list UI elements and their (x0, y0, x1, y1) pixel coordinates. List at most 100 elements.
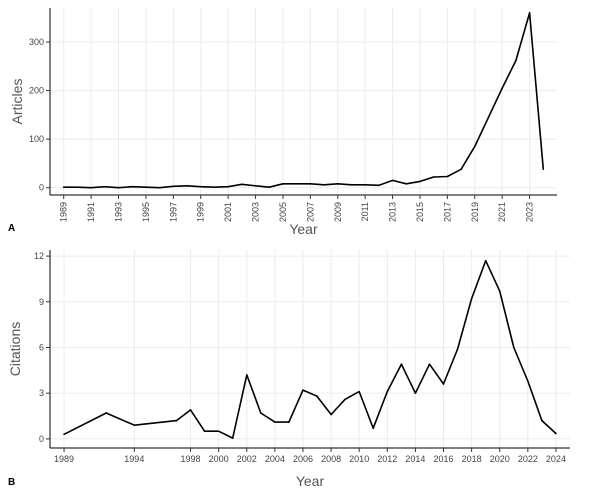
x-tick-label: 2011 (360, 202, 370, 221)
data-point (316, 395, 318, 398)
data-point (309, 183, 312, 185)
data-point (199, 185, 202, 188)
data-point (175, 419, 178, 422)
data-point (528, 12, 531, 14)
data-point (227, 185, 229, 188)
x-tick-label: 2008 (321, 454, 341, 464)
y-tick-label: 9 (39, 297, 44, 307)
data-point (213, 186, 216, 189)
x-tick-label: 2012 (377, 454, 397, 464)
x-tick-label: 2014 (405, 454, 425, 464)
x-tick-label: 1997 (168, 202, 178, 222)
x-tick-label: 2019 (470, 202, 480, 222)
data-point (372, 427, 375, 430)
data-point (470, 297, 473, 300)
data-point (391, 179, 394, 182)
x-tick-label: 2023 (525, 202, 535, 222)
data-point (460, 168, 462, 171)
x-tick-label: 1998 (181, 454, 201, 464)
x-tick-label: 1999 (196, 202, 206, 222)
x-tick-label: 2017 (442, 202, 452, 222)
y-tick-label: 300 (29, 37, 44, 47)
x-tick-label: 2003 (251, 202, 261, 222)
data-point (117, 186, 120, 189)
x-tick-label: 1989 (59, 202, 69, 222)
x-tick-label: 1993 (114, 202, 124, 222)
data-point (555, 432, 557, 435)
data-point (428, 363, 431, 366)
x-tick-label: 2010 (349, 454, 369, 464)
x-tick-label: 2020 (490, 454, 510, 464)
data-point (62, 186, 65, 189)
data-point (76, 186, 79, 189)
panel-label: A (8, 223, 15, 234)
data-point (189, 409, 192, 411)
data-point (186, 184, 188, 187)
data-point (446, 175, 449, 178)
data-point (378, 184, 380, 187)
data-point (473, 145, 476, 148)
panel-label: B (8, 477, 15, 488)
y-axis-title: Citations (7, 322, 23, 376)
x-axis-title: Year (296, 473, 325, 489)
data-point (358, 390, 360, 393)
y-tick-label: 0 (39, 183, 44, 193)
data-point (172, 185, 175, 188)
data-point (442, 383, 445, 385)
data-point (386, 390, 389, 393)
data-point (133, 424, 136, 426)
x-tick-label: 2018 (462, 454, 482, 464)
series-line-1 (63, 12, 545, 189)
x-tick-label: 2000 (209, 454, 229, 464)
x-tick-label: 2004 (265, 454, 285, 464)
data-point (330, 413, 332, 416)
y-axis-title: Articles (9, 79, 25, 125)
data-point (90, 186, 92, 189)
x-axis-title: Year (289, 221, 318, 237)
chart-panel-b: 1989 1994 1998 2000 2002 2004 2006 2008 2010 2012… (7, 250, 570, 489)
data-point (105, 412, 108, 414)
y-tick-label: 12 (34, 251, 44, 261)
x-tick-label: 2006 (293, 454, 313, 464)
data-point (241, 183, 243, 186)
data-point (254, 184, 257, 187)
y-tick-label: 100 (29, 134, 44, 144)
data-point (350, 184, 353, 186)
x-tick-label: 1994 (124, 454, 144, 464)
data-point (145, 186, 147, 189)
y-tick-label: 0 (39, 434, 44, 444)
x-tick-label: 2021 (497, 202, 507, 222)
series-line-1 (63, 259, 557, 439)
data-point (158, 186, 161, 189)
y-tick-label: 200 (29, 86, 44, 96)
x-tick-label: 2022 (518, 454, 538, 464)
data-point (419, 180, 421, 183)
data-point (260, 412, 262, 414)
chart-panel-a: 1989 1991 1993 1995 1997 1999 2001 2003 2005 2007… (8, 8, 557, 237)
data-point (364, 184, 366, 186)
data-point (501, 87, 503, 89)
x-tick-label: 2002 (237, 454, 257, 464)
data-point (515, 59, 517, 62)
data-point (231, 437, 234, 439)
data-point (405, 183, 408, 185)
data-point (217, 430, 220, 433)
data-point (288, 421, 290, 423)
data-point (414, 392, 417, 394)
x-tick-label: 2024 (546, 454, 566, 464)
data-point (274, 421, 276, 423)
x-tick-label: 1991 (86, 202, 96, 222)
y-tick-label: 6 (39, 342, 44, 352)
data-point (295, 183, 298, 185)
data-point (323, 184, 325, 186)
data-point (527, 380, 529, 382)
data-point (336, 183, 339, 185)
data-point (487, 116, 490, 119)
x-tick-label: 2007 (305, 202, 315, 222)
y-tick-label: 3 (39, 388, 44, 398)
data-point (203, 430, 206, 433)
data-point (498, 290, 501, 292)
data-point (456, 348, 459, 350)
